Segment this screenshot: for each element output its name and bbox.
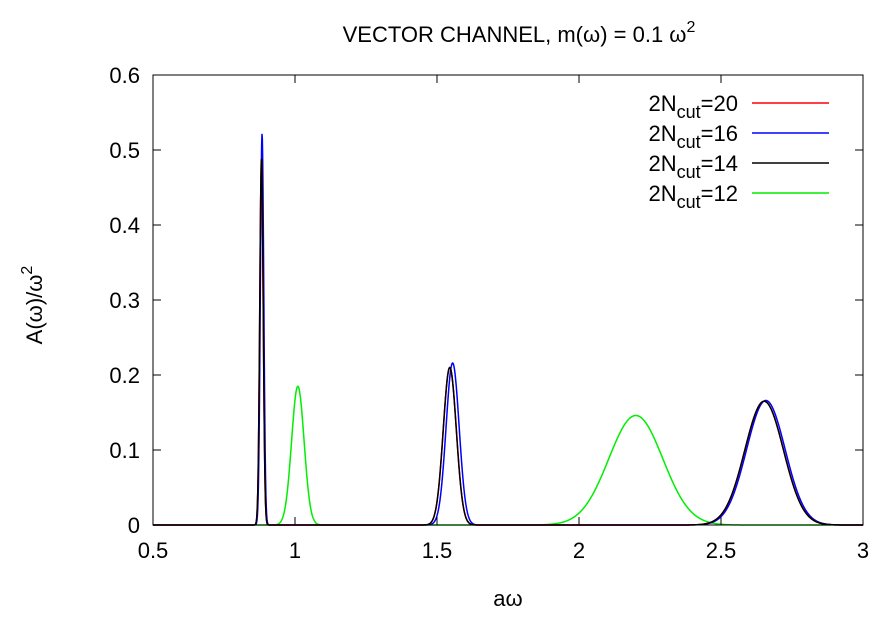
legend-entry: 2Ncut=14: [649, 151, 829, 182]
legend-label: 2Ncut=16: [649, 121, 738, 152]
legend-label: 2Ncut=14: [649, 151, 738, 182]
y-axis-label: A(ω)/ω2: [19, 266, 47, 345]
legend-entry: 2Ncut=16: [649, 121, 829, 152]
x-tick-label: 0.5: [138, 538, 169, 563]
x-tick-label: 1: [289, 538, 301, 563]
legend-entry: 2Ncut=12: [649, 181, 829, 212]
y-tick-label: 0.5: [109, 138, 140, 163]
legend-label: 2Ncut=12: [649, 181, 738, 212]
y-tick-label: 0.1: [109, 438, 140, 463]
series-line-2: [153, 158, 863, 526]
chart-title-main: VECTOR CHANNEL, m(: [343, 22, 584, 47]
chart-title-omega2: ω: [669, 22, 686, 47]
x-tick-label: 1.5: [422, 538, 453, 563]
y-tick-label: 0.4: [109, 213, 140, 238]
legend-entry: 2Ncut=20: [649, 91, 829, 122]
x-tick-label: 3: [857, 538, 869, 563]
axes: 0.5 1 1.5 2 2.5 3 0 0.1 0.2 0.3 0.4 0.5 0.6: [109, 63, 869, 563]
y-tick-label: 0.6: [109, 63, 140, 88]
chart-title: VECTOR CHANNEL, m(ω) = 0.1 ω2: [343, 19, 696, 47]
y-axis-label-exponent: 2: [19, 266, 36, 275]
y-tick-label: 0: [128, 513, 140, 538]
y-axis-label-main: A(ω)/ω: [22, 275, 47, 345]
x-tick-label: 2: [573, 538, 585, 563]
chart-title-omega: ω: [583, 22, 600, 47]
x-tick-label: 2.5: [706, 538, 737, 563]
chart-title-mid: ) = 0.1: [600, 22, 669, 47]
legend-label: 2Ncut=20: [649, 91, 738, 122]
y-tick-label: 0.3: [109, 288, 140, 313]
chart-title-exponent: 2: [686, 19, 695, 36]
y-tick-label: 0.2: [109, 363, 140, 388]
x-axis-label: aω: [493, 586, 522, 611]
